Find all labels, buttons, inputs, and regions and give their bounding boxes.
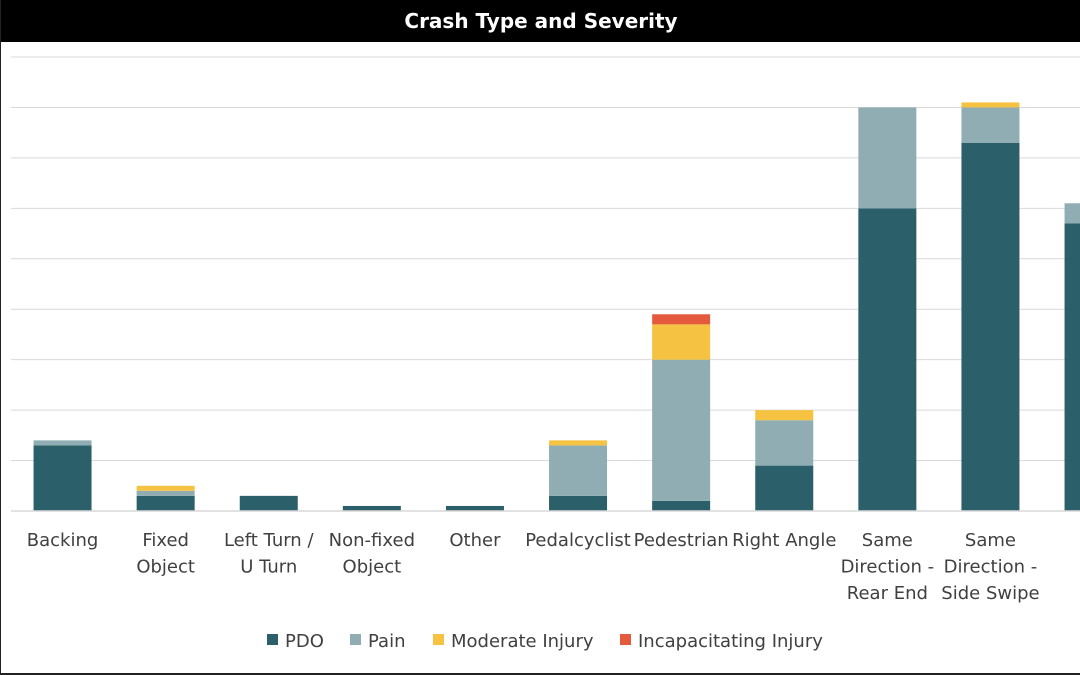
- gridlines: [11, 56, 1080, 462]
- bar-segment: [33, 440, 92, 446]
- category-label-line: Rear End: [847, 583, 928, 604]
- bar-segment: [755, 465, 814, 511]
- category-label-line: Other: [449, 530, 501, 551]
- category-label-line: Direction -: [944, 557, 1038, 578]
- bar-segment: [239, 495, 298, 511]
- legend-swatch: [620, 634, 631, 645]
- bar-segment: [858, 107, 917, 209]
- chart-title: Crash Type and Severity: [404, 9, 678, 33]
- chart-title-bar: Crash Type and Severity: [1, 0, 1080, 42]
- bar-segment: [755, 420, 814, 466]
- legend: PDO Pain Moderate Injury Incapacitating Inj…: [267, 631, 823, 652]
- bar-segment: [961, 102, 1020, 108]
- category-label-line: Same: [862, 530, 913, 551]
- bar-segment: [858, 208, 917, 512]
- bars: [33, 102, 1080, 512]
- bar-segment: [549, 495, 608, 511]
- category-label: Right Angle: [732, 530, 836, 551]
- bar-segment: [136, 495, 195, 511]
- category-label: Pedalcyclist: [525, 530, 631, 551]
- category-label: Same Direction - Side Swipe: [941, 530, 1039, 604]
- bar-segment: [549, 440, 608, 446]
- legend-label: Incapacitating Injury: [638, 631, 823, 652]
- category-label-line: Left Turn /: [224, 530, 314, 551]
- bar-segment: [136, 490, 195, 496]
- bar-segment: [445, 505, 504, 511]
- legend-swatch: [350, 634, 361, 645]
- category-label: Pedestrian: [634, 530, 729, 551]
- category-label-line: Fixed: [142, 530, 189, 551]
- category-label: Same Direction - Rear End: [841, 530, 935, 604]
- bar-segment: [652, 324, 711, 360]
- bar-segment: [652, 314, 711, 325]
- bar-segment: [136, 485, 195, 491]
- category-label: Other: [449, 530, 501, 551]
- category-label-line: Same: [965, 530, 1016, 551]
- legend-label: Pain: [368, 631, 406, 652]
- legend-label: Moderate Injury: [451, 631, 594, 652]
- category-label: Non-fixed Object: [329, 530, 415, 578]
- bar-segment: [961, 142, 1020, 511]
- legend-swatch: [433, 634, 444, 645]
- bar-segment: [342, 505, 401, 511]
- category-label-line: Object: [136, 557, 195, 578]
- bar-segment: [1064, 223, 1080, 511]
- category-label-line: Direction -: [841, 557, 935, 578]
- bar-segment: [549, 445, 608, 496]
- category-label-line: Right Angle: [732, 530, 836, 551]
- category-label-line: Backing: [27, 530, 99, 551]
- category-label-line: Pedalcyclist: [525, 530, 631, 551]
- category-label: Fixed Object: [136, 530, 195, 578]
- category-label: Left Turn / U Turn: [224, 530, 314, 578]
- bar-segment: [652, 500, 711, 511]
- bar-segment: [961, 107, 1020, 143]
- bar-segment: [755, 410, 814, 421]
- category-labels: Backing Fixed Object Left Turn / U Turn Non-f…: [27, 530, 1040, 604]
- bar-segment: [652, 359, 711, 501]
- legend-label: PDO: [285, 631, 324, 652]
- category-label-line: Pedestrian: [634, 530, 729, 551]
- bar-segment: [1064, 203, 1080, 224]
- category-label-line: Non-fixed: [329, 530, 415, 551]
- category-label-line: Side Swipe: [941, 583, 1039, 604]
- bar-segment: [33, 445, 92, 511]
- category-label-line: U Turn: [240, 557, 297, 578]
- category-label-line: Object: [343, 557, 402, 578]
- category-label: Backing: [27, 530, 99, 551]
- legend-swatch: [267, 634, 278, 645]
